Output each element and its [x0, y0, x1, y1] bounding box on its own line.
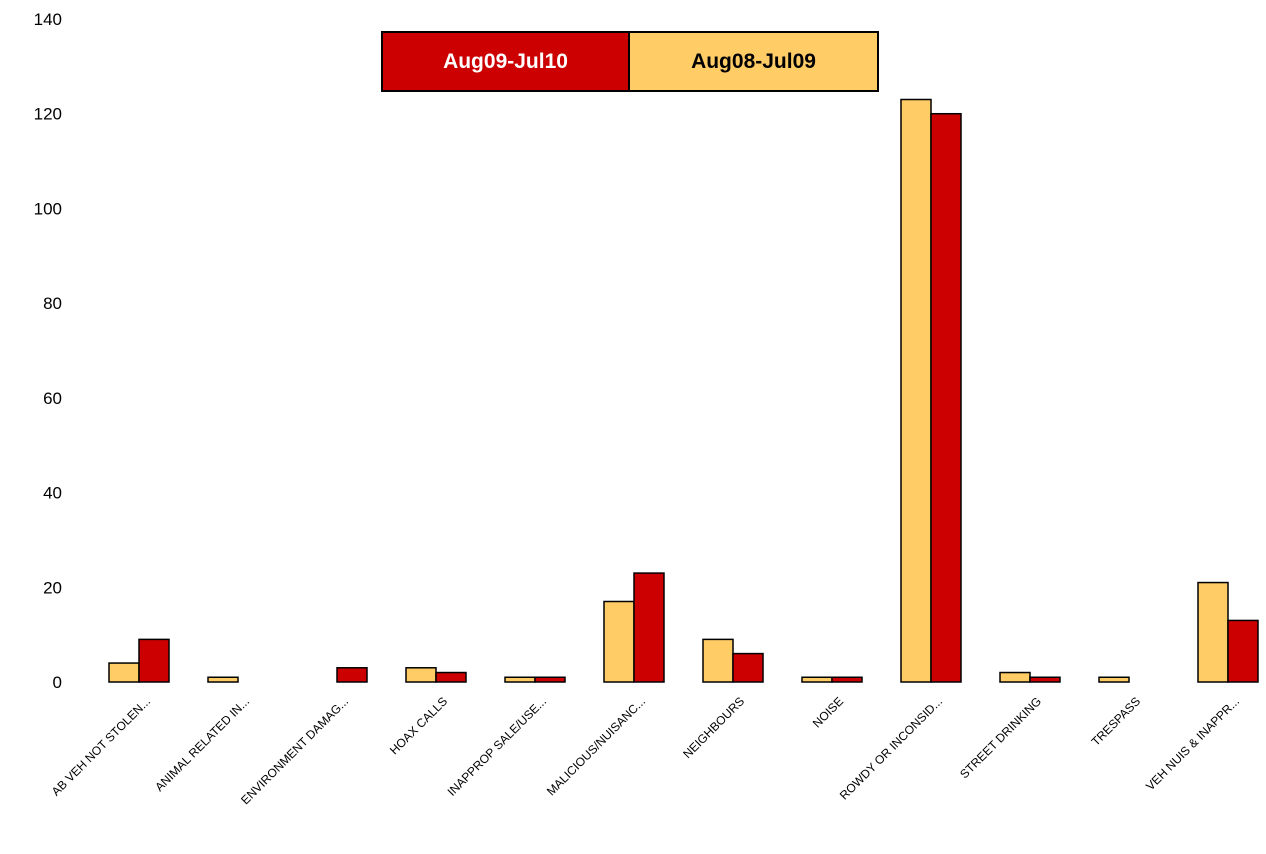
y-tick-label: 20	[43, 578, 62, 597]
x-tick-label: INAPPROP SALE/USE...	[445, 694, 550, 799]
bar-aug09-jul10	[633, 572, 665, 683]
bar-aug09-jul10	[336, 667, 368, 683]
y-tick-label: 100	[34, 199, 62, 218]
legend-item-aug08-jul09: Aug08-Jul09	[630, 33, 877, 90]
bar-aug09-jul10	[1029, 676, 1061, 683]
y-tick-label: 80	[43, 294, 62, 313]
bar-aug08-jul09	[603, 600, 635, 683]
x-tick-label: MALICIOUS/NUISANC...	[544, 694, 648, 798]
bar-aug08-jul09	[1197, 581, 1229, 683]
legend-item-aug09-jul10: Aug09-Jul10	[383, 33, 630, 90]
bar-aug09-jul10	[732, 652, 764, 683]
x-tick-label: VEH NUIS & INAPPR...	[1143, 694, 1242, 793]
x-tick-label: NEIGHBOURS	[680, 694, 747, 761]
bar-aug08-jul09	[207, 676, 239, 683]
bar-aug08-jul09	[405, 667, 437, 683]
bar-aug09-jul10	[831, 676, 863, 683]
x-tick-label: AB VEH NOT STOLEN...	[49, 694, 153, 798]
bar-aug09-jul10	[435, 671, 467, 683]
bar-aug08-jul09	[999, 671, 1031, 683]
y-tick-label: 60	[43, 389, 62, 408]
x-tick-label: HOAX CALLS	[387, 694, 450, 757]
bars	[108, 98, 1259, 683]
bar-aug08-jul09	[801, 676, 833, 683]
bar-aug09-jul10	[534, 676, 566, 683]
x-tick-label: NOISE	[810, 694, 846, 730]
bar-aug09-jul10	[1227, 619, 1259, 683]
y-axis-tick-labels: 0 20 40 60 80 100 120 140	[34, 10, 62, 692]
x-tick-label: ENVIRONMENT DAMAG...	[238, 694, 351, 807]
bar-aug09-jul10	[930, 112, 962, 683]
x-tick-label: TRESPASS	[1089, 694, 1144, 749]
y-tick-label: 0	[53, 673, 62, 692]
bar-aug08-jul09	[504, 676, 536, 683]
y-tick-label: 40	[43, 484, 62, 503]
x-tick-label: STREET DRINKING	[957, 694, 1044, 781]
y-tick-label: 120	[34, 105, 62, 124]
x-axis-tick-labels: AB VEH NOT STOLEN... ANIMAL RELATED IN...…	[49, 694, 1242, 807]
bar-aug08-jul09	[1098, 676, 1130, 683]
bar-aug09-jul10	[138, 638, 170, 683]
legend: Aug09-Jul10 Aug08-Jul09	[381, 31, 879, 92]
bar-aug08-jul09	[108, 662, 140, 683]
bar-aug08-jul09	[900, 98, 932, 683]
x-tick-label: ANIMAL RELATED IN...	[152, 694, 252, 794]
x-tick-label: ROWDY OR INCONSID...	[837, 694, 945, 802]
y-tick-label: 140	[34, 10, 62, 29]
bar-aug08-jul09	[702, 638, 734, 683]
